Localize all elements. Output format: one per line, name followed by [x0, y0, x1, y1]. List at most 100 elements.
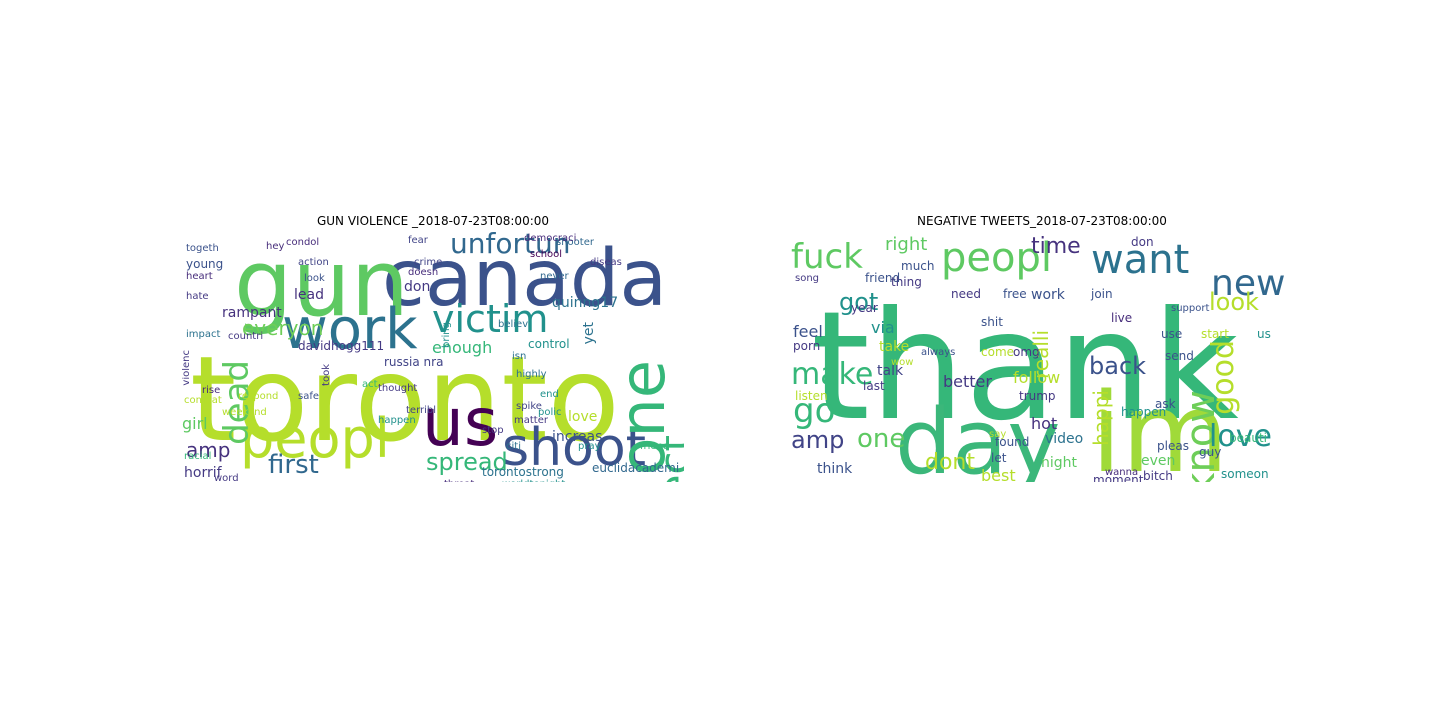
left-word-happen: happen — [378, 415, 416, 426]
right-word-use: use — [1161, 327, 1183, 341]
right-word-friend: friend — [865, 271, 901, 285]
left-word-combat: combat — [184, 395, 222, 406]
left-word-never: never — [540, 271, 569, 282]
right-word-make: make — [791, 357, 874, 392]
right-word-new: new — [1211, 263, 1286, 304]
left-word-russia-nra: russia nra — [384, 355, 444, 369]
right-word-talk: talk — [877, 363, 904, 379]
right-word-omg: omg — [1013, 345, 1040, 359]
right-word-right: right — [885, 234, 928, 255]
left-word-quinng17: quinng17 — [552, 295, 619, 311]
left-word-unfortun: unfortun — [450, 230, 571, 260]
left-word-doesn: doesn — [408, 267, 439, 278]
left-word-canada: canada — [382, 234, 668, 324]
left-word-rise: rise — [202, 385, 221, 396]
left-word-torontostrong: torontostrong — [482, 465, 564, 479]
right-word-thing: thing — [891, 275, 922, 289]
right-word-love: love — [1209, 419, 1272, 454]
right-word-someon: someon — [1221, 467, 1269, 481]
right-word-take: take — [879, 339, 910, 355]
left-word-first: first — [268, 450, 319, 480]
right-word-song: song — [795, 273, 820, 284]
right-word-dont: dont — [925, 450, 975, 475]
right-word-porn: porn — [793, 339, 821, 353]
right-word-say: say — [989, 429, 1007, 440]
left-word-pray: pray — [578, 441, 601, 452]
left-word-hate: hate — [186, 291, 209, 302]
left-word-crime: crime — [414, 257, 443, 268]
left-word-shoot: shoot — [502, 418, 647, 478]
right-word-year: year — [851, 301, 878, 315]
left-word-stop: stop — [482, 425, 504, 436]
right-word-beauti: beauti — [1229, 431, 1267, 445]
left-word-young: young — [186, 257, 224, 271]
left-word-love: love — [568, 409, 598, 425]
left-word-bring: bring — [441, 322, 452, 348]
left-word-act: act — [362, 379, 378, 390]
right-word-pleas: pleas — [1157, 439, 1189, 453]
right-word-video: video — [1045, 431, 1084, 447]
left-word-thought: thought — [378, 383, 418, 394]
right-word-listen: listen — [795, 389, 828, 403]
left-word-weekend: weekend — [222, 407, 267, 418]
right-word-look: look — [1209, 288, 1259, 316]
left-word-enough: enough — [432, 338, 493, 357]
left-word-racial: racial — [184, 451, 212, 462]
right-word-day: day — [895, 390, 1061, 483]
left-word-control: control — [528, 337, 570, 351]
right-word-peopl: peopl — [941, 235, 1052, 281]
right-word-moment: moment — [1093, 473, 1144, 482]
left-word-cloud: toronto canada gun work peopl us shoot victim un… — [182, 230, 684, 482]
left-word-action: action — [298, 257, 329, 268]
right-word-fuck: fuck — [791, 237, 863, 277]
left-word-lead: lead — [294, 287, 324, 303]
left-word-girl: girl — [182, 414, 208, 433]
right-word-bitch: bitch — [1143, 469, 1173, 482]
left-word-increas: increas — [552, 429, 603, 445]
left-word-polic: polic — [538, 407, 562, 418]
right-word-better: better — [943, 372, 992, 391]
right-word-cloud: thank day im peopl want know new fuck good look lo… — [791, 230, 1294, 482]
right-word-want: want — [1091, 237, 1190, 283]
left-word-worldtonight: worldtonight — [502, 480, 565, 483]
left-word-citi: citi — [506, 441, 521, 452]
right-word-work: work — [1031, 287, 1065, 303]
right-word-shit: shit — [981, 315, 1003, 329]
left-word-word: word — [214, 473, 239, 483]
right-word-follow: follow — [1013, 368, 1061, 387]
left-word-don: don — [404, 279, 431, 295]
left-word-believ: believ — [498, 319, 529, 330]
left-word-spike: spike — [516, 401, 542, 412]
left-word-davidhogg111: davidhogg111 — [298, 339, 385, 353]
right-word-night: night — [1041, 455, 1078, 471]
left-word-took: took — [321, 364, 332, 386]
left-word-impact: impact — [186, 329, 221, 340]
right-word-best: best — [981, 466, 1016, 483]
left-word-shooter: shooter — [556, 237, 594, 248]
right-word-let: let — [991, 451, 1007, 465]
right-word-happen: happen — [1121, 405, 1167, 419]
right-word-one: one — [857, 424, 906, 454]
right-word-go: go — [793, 391, 836, 431]
left-word-highly: highly — [516, 369, 547, 380]
right-word-always: always — [921, 347, 956, 358]
left-word-spread: spread — [426, 448, 508, 476]
left-word-safe: safe — [298, 391, 320, 402]
right-word-ask: ask — [1155, 397, 1176, 411]
left-word-countri: countri — [228, 331, 264, 342]
left-word-hey: hey — [266, 241, 285, 252]
left-word-terribl: terribl — [406, 405, 437, 416]
right-word-got: got — [839, 288, 879, 316]
right-word-via: via — [871, 318, 895, 337]
right-word-us: us — [1257, 327, 1271, 341]
left-word-gun: gun — [234, 230, 410, 337]
right-word-amp: amp — [791, 426, 845, 454]
left-word-matter: matter — [514, 415, 548, 426]
left-word-end: end — [540, 389, 559, 400]
right-word-come: come — [981, 345, 1015, 359]
left-word-horrif: horrif — [184, 465, 222, 481]
left-word-school: school — [530, 249, 563, 260]
left-cloud-title: GUN VIOLENCE _2018-07-23T08:00:00 — [316, 214, 550, 228]
right-word-time: time — [1031, 234, 1081, 259]
left-word-us: us — [422, 384, 499, 461]
